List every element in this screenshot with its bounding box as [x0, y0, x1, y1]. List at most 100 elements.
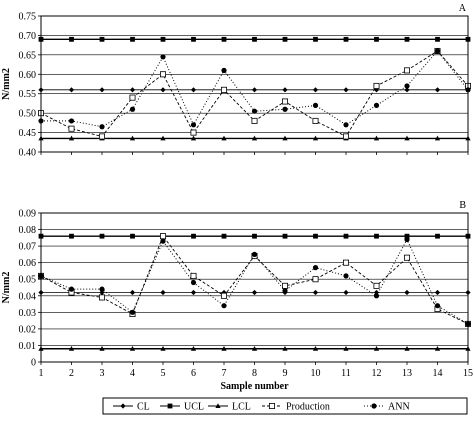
- panel-b-ytick-label: 0.06: [19, 258, 37, 269]
- panel-a-ytick-label: 0.75: [19, 12, 37, 23]
- panel-b-ucl-point: [282, 233, 288, 239]
- panel-b-xtick-label: 7: [222, 368, 227, 379]
- legend-label: ANN: [388, 402, 410, 413]
- panel-b-lcl-point: [221, 345, 227, 351]
- panel-b-lcl-point: [282, 345, 288, 351]
- panel-b-xtick-label: 6: [191, 368, 196, 379]
- panel-b-ann-point: [99, 286, 105, 292]
- panel-a-lcl-point: [404, 135, 410, 141]
- panel-a-yticks: 0.40 0.45 0.50 0.55 0.60 0.65 0.70 0.75: [19, 12, 41, 159]
- panel-b-ytick-label: 0.08: [19, 225, 37, 236]
- panel-b-production-point: [373, 282, 380, 289]
- panel-a-ytick-label: 0.55: [19, 89, 37, 100]
- panel-b-ucl-point: [252, 233, 257, 239]
- panel-b-ytick-label: 0.02: [19, 324, 37, 335]
- panel-a-ucl-point: [313, 36, 318, 42]
- panel-b-ann-point: [312, 265, 319, 271]
- panel-a-production-point: [68, 125, 75, 132]
- panel-b-series: [38, 233, 471, 351]
- panel-a-ucl-point: [191, 36, 196, 42]
- panel-b-ucl-point: [404, 233, 410, 239]
- panel-b-lcl-point: [434, 345, 441, 351]
- panel-a-ann-point: [282, 106, 288, 112]
- panel-a-cl-point: [160, 87, 166, 93]
- panel-a-ucl-point: [160, 36, 166, 42]
- panel-a-production-point: [373, 82, 380, 89]
- legend-item-ucl: UCL: [160, 402, 204, 413]
- panel-b-ann-point: [129, 309, 136, 315]
- legend-swatch-marker: [120, 403, 126, 409]
- panel-b-production-line: [40, 235, 469, 325]
- panel-a-ytick-label: 0.60: [19, 70, 37, 81]
- panel-b-ann-point: [251, 251, 258, 257]
- panel-a-ucl-point: [69, 36, 74, 42]
- panel-b-xticks: 1 2 3 4 5 6 7 8 9 10 11 12 13 14 15: [39, 362, 473, 379]
- panel-b-lcl-point: [160, 345, 166, 351]
- panel-b-xtick-label: 9: [283, 368, 288, 379]
- panel-b-ann-point: [434, 303, 441, 309]
- panel-b-production-point: [220, 292, 227, 299]
- panel-b-production-point: [99, 294, 106, 301]
- legend-swatch-marker: [167, 403, 173, 409]
- panel-b-ann-line: [40, 238, 469, 325]
- panel-b-cl-point: [312, 289, 319, 296]
- panel-b-production-point: [342, 259, 349, 266]
- panel-b-production-point: [190, 272, 197, 279]
- panel-b-ucl-point: [435, 233, 440, 239]
- panel-a-ucl-point: [374, 36, 379, 42]
- panel-b-production-point: [159, 233, 166, 240]
- panel-b-xtick-label: 4: [130, 368, 135, 379]
- panel-a-lcl-point: [251, 135, 258, 141]
- panel-a: 0.40 0.45 0.50 0.55 0.60 0.65 0.70 0.75 A N/mm2: [1, 3, 471, 159]
- panel-b-xtick-label: 8: [252, 368, 257, 379]
- panel-b-ytick-label: 0.05: [19, 275, 37, 286]
- legend-box: [102, 397, 468, 415]
- panel-b-series-ann: [38, 236, 471, 327]
- panel-a-ucl-point: [99, 36, 105, 42]
- panel-b-ylabel: N/mm2: [1, 272, 12, 304]
- panel-b-xtick-label: 5: [161, 368, 166, 379]
- panel-a-ucl-point: [435, 36, 440, 42]
- panel-a-cl-point: [434, 87, 441, 93]
- panel-b-lcl-point: [129, 345, 136, 351]
- panel-a-cl-point: [99, 87, 105, 93]
- legend-swatch-marker: [215, 403, 221, 408]
- panel-b-letter: B: [459, 200, 466, 211]
- panel-a-ann-point: [373, 102, 380, 108]
- panel-a-ucl-point: [404, 36, 410, 42]
- panel-a-production-point: [220, 86, 227, 93]
- panel-a-lcl-point: [373, 135, 380, 141]
- panel-b-xtick-label: 11: [341, 368, 351, 379]
- panel-b-ytick-label: 0.04: [19, 291, 37, 302]
- panel-b-xtick-label: 10: [311, 368, 321, 379]
- panel-b-ytick-label: 0.09: [19, 209, 37, 220]
- panel-a-cl-point: [129, 87, 136, 93]
- panel-b-ucl-point: [69, 233, 74, 239]
- panel-a-lcl-point: [129, 135, 136, 141]
- legend-label: Production: [286, 402, 330, 413]
- panel-a-series-ucl: [38, 36, 471, 42]
- panel-a-cl-point: [404, 87, 410, 93]
- legend-item-ann: ANN: [364, 402, 410, 413]
- legend-items: CL UCL LCL Production ANN: [113, 402, 410, 413]
- panel-b-cl-point: [190, 289, 197, 296]
- panel-b-xtick-label: 15: [463, 368, 473, 379]
- legend-label: LCL: [232, 402, 251, 413]
- panel-a-production-point: [342, 133, 349, 140]
- panel-a-ann-point: [434, 48, 441, 54]
- panel-b-xtick-label: 13: [402, 368, 412, 379]
- panel-a-production-point: [129, 94, 136, 101]
- panel-b-cl-point: [434, 289, 441, 296]
- panel-a-cl-point: [251, 87, 258, 93]
- legend-item-cl: CL: [113, 402, 150, 413]
- panel-a-series-ann: [38, 48, 471, 130]
- panel-b-lcl-point: [99, 345, 105, 351]
- panel-a-lcl-point: [221, 135, 227, 141]
- panel-b-ann-point: [68, 286, 75, 292]
- panel-b-xtick-label: 2: [69, 368, 74, 379]
- panel-b-ann-point: [343, 273, 349, 279]
- panel-a-ytick-label: 0.50: [19, 109, 37, 120]
- panel-b-ann-point: [160, 238, 166, 244]
- panel-a-series: [38, 36, 471, 141]
